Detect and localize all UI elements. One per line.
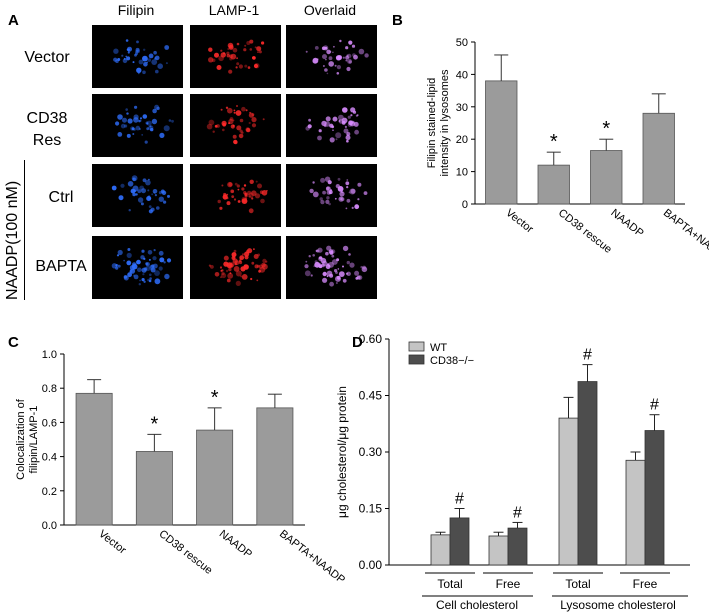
micrograph-overlaid-row1: [286, 25, 377, 88]
chart-d-legend-swatch: [408, 354, 425, 365]
panel-a-letter: A: [8, 12, 19, 29]
chart-c-y-tick-label: 0.8: [42, 383, 57, 395]
chart-c-y-tick-label: 0.2: [42, 486, 57, 498]
chart-d-significance-marker: #: [513, 504, 522, 521]
chart-c-x-tick-label: CD38 rescue: [157, 528, 215, 577]
chart-c-y-tick-label: 0.4: [42, 452, 57, 464]
micrograph-overlaid-row3: [286, 164, 377, 227]
column-header-lamp1: LAMP-1: [208, 2, 260, 18]
chart-d-group-label: Cell cholesterol: [436, 598, 518, 612]
chart-b-bar: [485, 80, 518, 205]
row-label-cd38-res: CD38 Res: [8, 108, 86, 152]
chart-b-significance-marker: *: [550, 131, 558, 153]
chart-d-y-tick-label: 0.00: [359, 558, 383, 572]
chart-c-significance-marker: *: [150, 413, 158, 435]
panel-d-letter: D: [352, 334, 363, 351]
chart-c-bar: [196, 429, 234, 526]
chart-b-x-tick-label: CD38 rescue: [556, 207, 614, 256]
row-label-vector: Vector: [8, 47, 86, 69]
chart-d-significance-marker: #: [650, 397, 659, 414]
chart-b-y-tick-label: 10: [456, 167, 468, 179]
chart-d-bar: [449, 517, 470, 566]
micrograph-lamp1-row4: [190, 236, 281, 299]
chart-b-y-tick-label: 40: [456, 69, 468, 81]
chart-b-y-tick-label: 0: [462, 199, 468, 211]
chart-d-legend-swatch: [408, 341, 425, 352]
chart-d-bar: [577, 381, 598, 566]
chart-d-category-label: Total: [437, 577, 462, 591]
chart-d-category-label: Free: [633, 577, 658, 591]
chart-c-bar: [256, 407, 294, 526]
chart-d-category-label: Total: [565, 577, 590, 591]
chart-d-y-tick-label: 0.30: [359, 445, 383, 459]
chart-b-significance-marker: *: [602, 118, 610, 140]
chart-b-y-axis-label: intensity in lysosomes: [439, 69, 451, 176]
chart-c-x-tick-label: Vector: [96, 528, 128, 557]
chart-c-y-axis-label: Colocalization of: [15, 398, 27, 480]
naadp-group-bracket: [24, 160, 25, 300]
chart-d-y-tick-label: 0.15: [359, 502, 383, 516]
row-label-line: Ctrl: [48, 189, 74, 206]
chart-c-bar: [135, 451, 173, 526]
chart-c-y-tick-label: 0.6: [42, 417, 57, 429]
chart-c-x-tick-label: NAADP: [217, 528, 254, 561]
micrograph-lamp1-row2: [190, 94, 281, 157]
chart-b-y-tick-label: 30: [456, 102, 468, 114]
micrograph-lamp1-row3: [190, 164, 281, 227]
chart-b-x-tick-label: Vector: [503, 207, 535, 236]
chart-d-significance-marker: #: [455, 491, 464, 508]
chart-c-bar: [75, 392, 113, 526]
chart-d-y-tick-label: 0.60: [359, 332, 383, 346]
chart-d-bar: [625, 459, 646, 566]
micrograph-filipin-row4: [92, 236, 183, 299]
panel-c-letter: C: [8, 334, 19, 351]
chart-d-y-tick-label: 0.45: [359, 389, 383, 403]
chart-d-bar: [488, 535, 509, 566]
row-label-ctrl: Ctrl: [22, 187, 100, 209]
row-label-line: BAPTA: [35, 258, 87, 275]
chart-b-y-axis-label: Filipin stained-lipid: [426, 78, 438, 169]
chart-b-y-tick-label: 20: [456, 134, 468, 146]
chart-d-y-axis-label: μg cholesterol/μg protein: [335, 386, 349, 518]
chart-d-category-label: Free: [496, 577, 521, 591]
chart-d-bar: [644, 430, 665, 566]
chart-b-y-tick-label: 50: [456, 37, 468, 49]
chart-c-y-tick-label: 0.0: [42, 520, 57, 532]
micrograph-filipin-row2: [92, 94, 183, 157]
row-label-line: Vector: [24, 49, 70, 66]
chart-d-bar: [430, 534, 451, 566]
micrograph-overlaid-row2: [286, 94, 377, 157]
chart-d-legend-label: CD38−/−: [430, 355, 474, 367]
panel-b-letter: B: [392, 12, 403, 29]
chart-c-x-tick-label: BAPTA+NAADP: [277, 528, 347, 586]
micrograph-filipin-row1: [92, 25, 183, 88]
micrograph-lamp1-row1: [190, 25, 281, 88]
chart-d-group-label: Lysosome cholesterol: [560, 598, 676, 612]
chart-b-bar: [642, 112, 675, 205]
chart-d-legend-label: WT: [430, 342, 447, 354]
chart-d-significance-marker: #: [583, 347, 592, 364]
row-label-line: CD38: [26, 110, 68, 127]
micrograph-overlaid-row4: [286, 236, 377, 299]
chart-d-bar: [507, 527, 528, 566]
chart-d-bar: [558, 417, 579, 566]
micrograph-filipin-row3: [92, 164, 183, 227]
row-label-line: Res: [32, 132, 62, 149]
chart-c-significance-marker: *: [211, 387, 219, 409]
chart-c-y-tick-label: 1.0: [42, 349, 57, 361]
chart-b-bar: [590, 150, 623, 205]
chart-b-x-tick-label: NAADP: [608, 207, 645, 240]
chart-b-x-tick-label: BAPTA+NAADP: [661, 207, 709, 265]
column-header-overlaid: Overlaid: [303, 2, 357, 18]
chart-b-bar: [537, 164, 570, 205]
chart-c-y-axis-label: filipin/LAMP-1: [28, 406, 40, 474]
row-label-bapta: BAPTA: [22, 256, 100, 278]
column-header-filipin: Filipin: [117, 2, 155, 18]
